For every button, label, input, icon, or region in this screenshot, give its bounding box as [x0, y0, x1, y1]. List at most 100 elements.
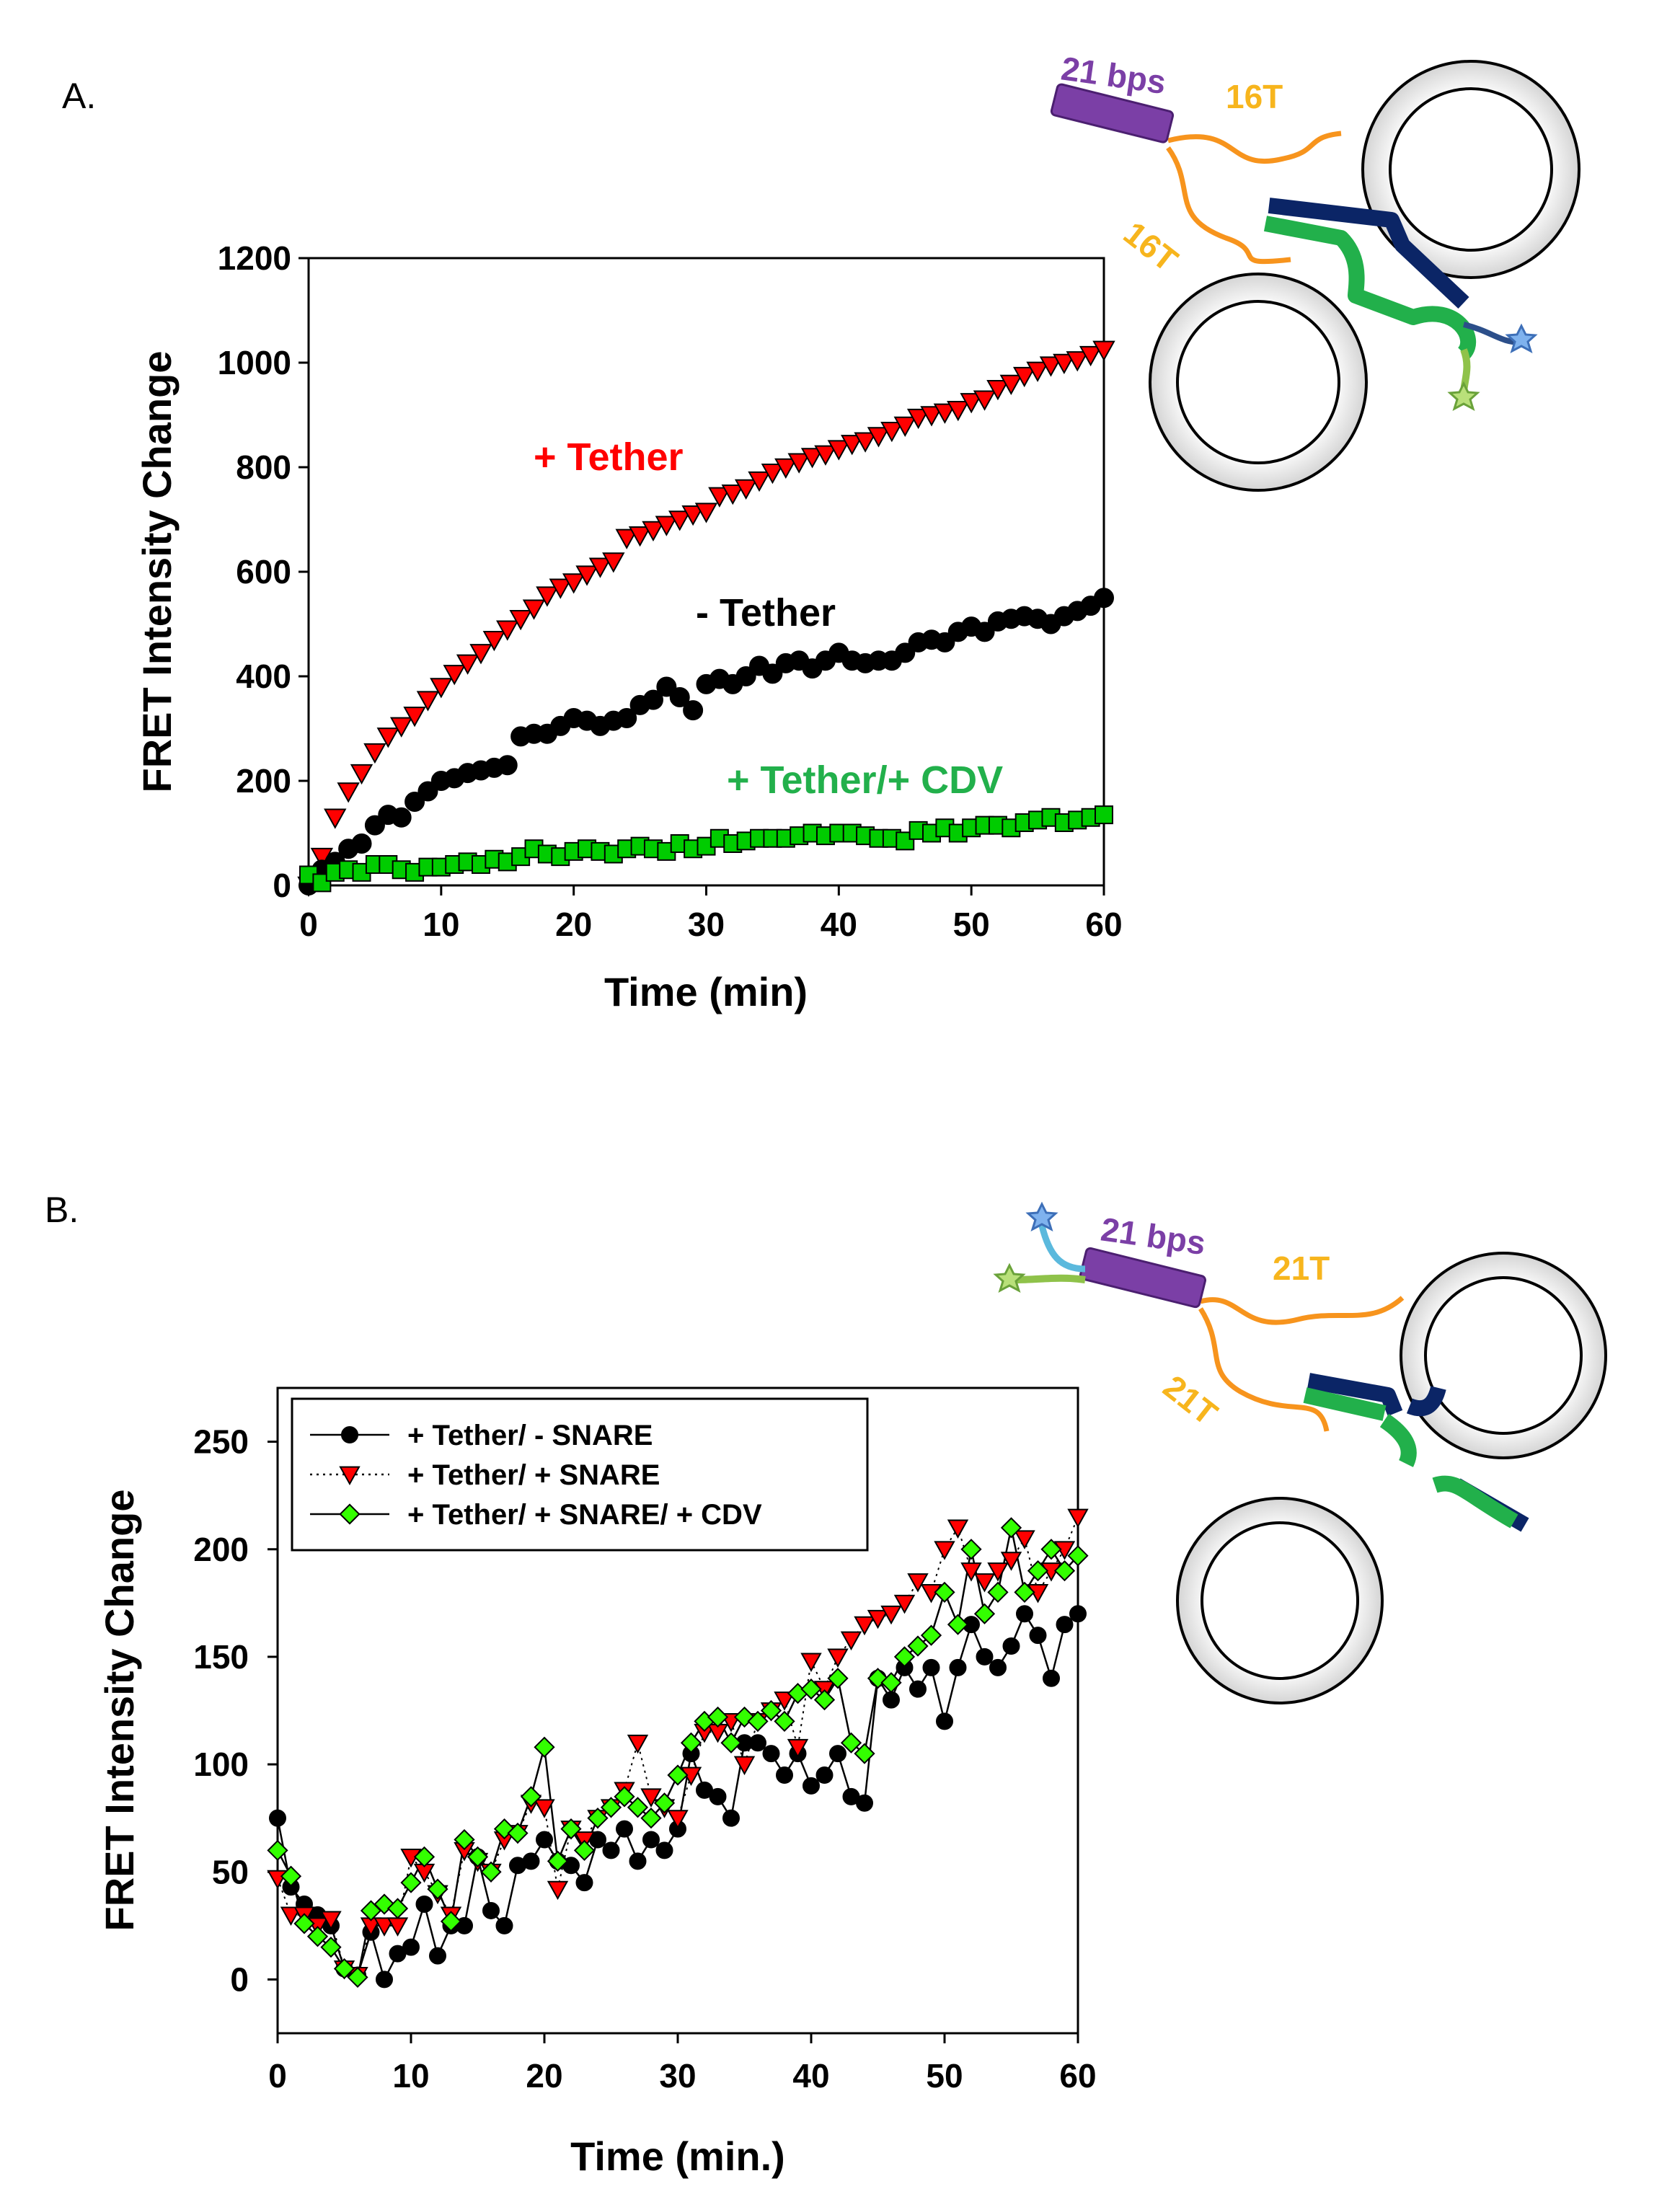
- no-snare-point: [616, 1820, 633, 1838]
- x-tick-label: 60: [1059, 2057, 1096, 2095]
- panel-a-label: A.: [62, 76, 96, 116]
- duplex-a: [1050, 83, 1175, 143]
- no-snare-point: [629, 1852, 647, 1870]
- snare-cdv-point: [560, 1818, 582, 1840]
- snare-point: [640, 1788, 662, 1808]
- tether-point: [1026, 361, 1049, 382]
- tether-point: [443, 665, 466, 686]
- tether-point: [482, 631, 506, 652]
- linker-b-side: [1198, 1307, 1330, 1432]
- panel-b-label: B.: [45, 1190, 79, 1230]
- tether-point: [933, 403, 957, 424]
- vesicle-b-upper: [1400, 1252, 1607, 1459]
- snare-cdv-point: [573, 1839, 596, 1862]
- chart-b-points: [267, 1508, 1089, 1989]
- tether-point: [575, 565, 598, 586]
- snare-cdv-point: [800, 1679, 822, 1700]
- snare-point: [667, 1810, 689, 1829]
- legend-label: + Tether/ - SNARE: [407, 1420, 653, 1451]
- snare-cdv-point: [614, 1786, 635, 1808]
- no-snare-point: [1069, 1605, 1087, 1623]
- linker-a-side: [1166, 146, 1291, 265]
- snare-point: [733, 1756, 756, 1776]
- snare-cdv-point: [1000, 1517, 1022, 1539]
- vesicle-a-upper: [1361, 60, 1580, 279]
- tether-point: [416, 691, 440, 712]
- tether-point: [854, 432, 877, 453]
- snare-cdv-point: [600, 1797, 622, 1818]
- tether-point: [588, 557, 612, 578]
- tether-point: [1013, 366, 1036, 388]
- tether-point: [1053, 353, 1076, 375]
- no-snare-point: [1002, 1637, 1020, 1655]
- tether-point: [694, 503, 718, 523]
- snare-point: [547, 1880, 569, 1901]
- tether-point: [496, 620, 519, 641]
- snare-cdv-point: [827, 1668, 849, 1689]
- legend-marker: [339, 1466, 361, 1486]
- legend-label: + Tether/ + SNARE: [407, 1459, 660, 1491]
- no-snare-point: [815, 1766, 834, 1784]
- tether-point: [841, 435, 864, 456]
- no-snare-point: [856, 1794, 873, 1812]
- snare-point: [787, 1738, 809, 1759]
- snare-point: [373, 1917, 395, 1937]
- chart-a-ylabel: FRET Intensity Change: [134, 351, 180, 793]
- no-snare-point: [522, 1852, 540, 1870]
- no-snare-point: [602, 1841, 620, 1859]
- snare-cdv-point: [960, 1539, 982, 1560]
- no-snare-point: [575, 1874, 593, 1892]
- no-tether-point: [497, 755, 518, 776]
- snare-cdv-point: [774, 1710, 795, 1733]
- snare-cdv-point: [867, 1668, 889, 1689]
- donor-star-icon: [1505, 323, 1538, 354]
- snare-cdv-point: [707, 1706, 729, 1728]
- diagram-b-linker-top-label: 21T: [1273, 1250, 1330, 1287]
- no-tether-point: [683, 700, 704, 721]
- no-snare-point: [1016, 1605, 1033, 1623]
- snare-point: [534, 1799, 555, 1818]
- snare-cdv-point: [534, 1736, 555, 1758]
- snare-point: [840, 1631, 862, 1651]
- tether-point: [562, 573, 585, 594]
- snare-cdv-point: [680, 1732, 702, 1753]
- chart-b-xlabel: Time (min.): [570, 2133, 785, 2179]
- y-tick-label: 1000: [218, 344, 291, 381]
- snare-point: [867, 1609, 889, 1629]
- snare-point: [960, 1562, 982, 1582]
- no-snare-point: [1043, 1669, 1060, 1687]
- no-snare-point: [722, 1809, 740, 1827]
- y-tick-label: 50: [212, 1853, 249, 1890]
- tether-point: [920, 406, 943, 427]
- tether-point: [403, 707, 426, 727]
- snare-cdv-point: [427, 1878, 448, 1900]
- no-snare-point: [803, 1777, 820, 1795]
- diagram-a: 21 bps 16T 16T: [1050, 49, 1580, 492]
- no-snare-point: [776, 1766, 793, 1784]
- no-tether-point: [404, 792, 425, 812]
- snare-cdv-point: [840, 1732, 862, 1753]
- chart-b-legend: + Tether/ - SNARE + Tether/ + SNARE + Teth…: [291, 1397, 869, 1552]
- tether-point: [787, 453, 810, 474]
- tether-cdv-point: [1095, 805, 1113, 825]
- snare-cdv-point: [320, 1937, 342, 1958]
- snare-cdv-point: [520, 1786, 542, 1808]
- no-snare-point: [909, 1680, 927, 1698]
- snare-cdv-point: [920, 1624, 942, 1646]
- tether-point: [973, 390, 996, 411]
- x-tick-label: 0: [268, 2057, 287, 2095]
- no-snare-point: [642, 1831, 660, 1849]
- no-snare-point: [655, 1841, 673, 1859]
- legend-entries: + Tether/ - SNARE + Tether/ + SNARE + Teth…: [310, 1420, 762, 1531]
- snare-cdv-point: [373, 1893, 395, 1915]
- acceptor-linker-b: [1016, 1274, 1086, 1283]
- snare-cdv-point: [720, 1732, 742, 1753]
- tether-point: [721, 485, 744, 505]
- snare-cdv-point: [1014, 1581, 1035, 1604]
- y-tick-label: 0: [230, 1960, 249, 1998]
- snare-b-dark-top: [1307, 1373, 1446, 1417]
- tether-point: [906, 408, 930, 430]
- chart-b: 0 10 20 30 40 50 60 0 50 100 150 200 250 Time (min.)…: [97, 1386, 1097, 2179]
- no-tether-point: [391, 807, 412, 828]
- no-snare-point: [762, 1745, 780, 1763]
